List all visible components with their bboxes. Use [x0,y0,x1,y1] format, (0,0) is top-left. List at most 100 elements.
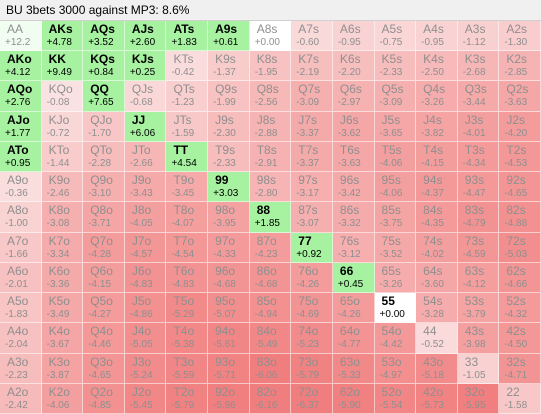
hand-cell[interactable]: K6s -2.20 [332,51,375,82]
hand-cell[interactable]: 54s -3.28 [416,293,458,324]
hand-cell[interactable]: T2s -4.53 [499,141,541,173]
hand-cell[interactable]: J4s -3.82 [416,111,458,142]
hand-cell[interactable]: Q5o -4.27 [83,293,125,324]
hand-cell[interactable]: K2o -4.06 [41,383,84,414]
hand-cell[interactable]: KJo -0.72 [41,111,84,142]
hand-cell[interactable]: A3o -2.23 [0,353,42,384]
hand-cell[interactable]: T4s -4.15 [416,141,458,173]
hand-cell[interactable]: 72s -5.03 [499,232,541,263]
hand-cell[interactable]: J7s -3.37 [291,111,333,142]
hand-cell[interactable]: 72o -6.37 [291,383,333,414]
hand-cell[interactable]: J2o -5.45 [124,383,167,414]
hand-cell[interactable]: Q4s -3.26 [416,81,458,112]
hand-cell[interactable]: 73o -5.79 [291,353,333,384]
hand-cell[interactable]: A2o -2.42 [0,383,42,414]
hand-cell[interactable]: Q8o -3.71 [83,202,125,233]
hand-cell[interactable]: JTo -2.66 [124,141,167,173]
hand-cell[interactable]: 63s -4.12 [457,262,500,294]
hand-cell[interactable]: A4s -0.95 [416,21,458,52]
hand-cell[interactable]: T4o -5.38 [166,323,209,354]
hand-cell[interactable]: J3s -4.01 [457,111,500,142]
hand-cell[interactable]: T8s -2.91 [249,141,292,173]
hand-cell[interactable]: T9o -3.45 [166,172,209,203]
hand-cell[interactable]: T8o -4.07 [166,202,209,233]
hand-cell[interactable]: 94s -4.37 [416,172,458,203]
hand-cell[interactable]: 53o -4.97 [374,353,417,384]
hand-cell[interactable]: A8s +0.00 [249,21,292,52]
hand-cell[interactable]: T5s -4.06 [374,141,417,173]
hand-cell[interactable]: AA +12.2 [0,21,42,52]
hand-cell[interactable]: 92s -4.65 [499,172,541,203]
hand-cell[interactable]: A7s -0.60 [291,21,333,52]
hand-cell[interactable]: Q4o -4.46 [83,323,125,354]
hand-cell[interactable]: K4s -2.50 [416,51,458,82]
hand-cell[interactable]: JTs -1.59 [166,111,209,142]
hand-cell[interactable]: Q2o -4.85 [83,383,125,414]
hand-cell[interactable]: Q3o -4.65 [83,353,125,384]
hand-cell[interactable]: 52s -4.32 [499,293,541,324]
hand-cell[interactable]: 32o -5.95 [457,383,500,414]
hand-cell[interactable]: 43s -3.98 [457,323,500,354]
hand-cell[interactable]: 94o -5.61 [208,323,250,354]
hand-cell[interactable]: J6s -3.62 [332,111,375,142]
hand-cell[interactable]: Q3s -3.44 [457,81,500,112]
hand-cell[interactable]: A2s -1.30 [499,21,541,52]
hand-cell[interactable]: K2s -2.85 [499,51,541,82]
hand-cell[interactable]: K9s -1.37 [208,51,250,82]
hand-cell[interactable]: J5s -3.65 [374,111,417,142]
hand-cell[interactable]: QJo -1.70 [83,111,125,142]
hand-cell[interactable]: AJs +2.60 [124,21,167,52]
hand-cell[interactable]: 53s -3.79 [457,293,500,324]
hand-cell[interactable]: AQs +3.52 [83,21,125,52]
hand-cell[interactable]: 85s -3.75 [374,202,417,233]
hand-cell[interactable]: 84s -4.35 [416,202,458,233]
hand-cell[interactable]: K8s -1.95 [249,51,292,82]
hand-cell[interactable]: 65o -4.26 [332,293,375,324]
hand-cell[interactable]: 63o -5.33 [332,353,375,384]
hand-cell[interactable]: K3o -3.87 [41,353,84,384]
hand-cell[interactable]: T3s -4.34 [457,141,500,173]
hand-cell[interactable]: A9s +0.61 [208,21,250,52]
hand-cell[interactable]: J8o -4.05 [124,202,167,233]
hand-cell[interactable]: A5o -1.83 [0,293,42,324]
hand-cell[interactable]: J5o -4.86 [124,293,167,324]
hand-cell[interactable]: A7o -1.66 [0,232,42,263]
hand-cell[interactable]: Q5s -3.09 [374,81,417,112]
hand-cell[interactable]: QQ +7.65 [83,81,125,112]
hand-cell[interactable]: Q6s -2.97 [332,81,375,112]
hand-cell[interactable]: A8o -1.00 [0,202,42,233]
hand-cell[interactable]: T2o -5.79 [166,383,209,414]
hand-cell[interactable]: 97s -3.17 [291,172,333,203]
hand-cell[interactable]: QTs -1.23 [166,81,209,112]
hand-cell[interactable]: KTs -0.42 [166,51,209,82]
hand-cell[interactable]: K6o -3.36 [41,262,84,294]
hand-cell[interactable]: AKo +4.12 [0,51,42,82]
hand-cell[interactable]: 76o -4.26 [291,262,333,294]
hand-cell[interactable]: 64s -3.60 [416,262,458,294]
hand-cell[interactable]: Q8s -2.56 [249,81,292,112]
hand-cell[interactable]: 73s -4.59 [457,232,500,263]
hand-cell[interactable]: 75o -4.69 [291,293,333,324]
hand-cell[interactable]: A4o -2.04 [0,323,42,354]
hand-cell[interactable]: 95o -5.07 [208,293,250,324]
hand-cell[interactable]: J8s -2.88 [249,111,292,142]
hand-cell[interactable]: K5s -2.33 [374,51,417,82]
hand-cell[interactable]: 62s -4.66 [499,262,541,294]
hand-cell[interactable]: 33 -1.05 [457,353,500,384]
hand-cell[interactable]: AQo +2.76 [0,81,42,112]
hand-cell[interactable]: AJo +1.77 [0,111,42,142]
hand-cell[interactable]: 65s -3.26 [374,262,417,294]
hand-cell[interactable]: 74o -5.23 [291,323,333,354]
hand-cell[interactable]: KJs +0.25 [124,51,167,82]
hand-cell[interactable]: A3s -1.12 [457,21,500,52]
hand-cell[interactable]: J6o -4.83 [124,262,167,294]
hand-cell[interactable]: 96s -3.42 [332,172,375,203]
hand-cell[interactable]: 32s -4.71 [499,353,541,384]
hand-cell[interactable]: 86s -3.32 [332,202,375,233]
hand-cell[interactable]: A9o -0.36 [0,172,42,203]
hand-cell[interactable]: 87o -4.23 [249,232,292,263]
hand-cell[interactable]: 95s -4.06 [374,172,417,203]
hand-cell[interactable]: 86o -4.68 [249,262,292,294]
hand-cell[interactable]: J3o -5.24 [124,353,167,384]
hand-cell[interactable]: T9s -2.33 [208,141,250,173]
